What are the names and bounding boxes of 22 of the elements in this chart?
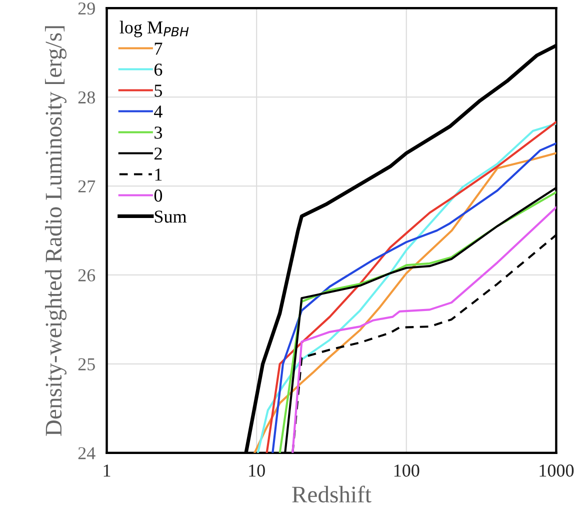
x-tick-label: 1000: [540, 464, 574, 477]
y-tick-label: 29: [78, 2, 95, 15]
y-tick-label: 24: [78, 447, 96, 460]
y-axis-title: Density-weighted Radio Luminosity [erg/s]: [45, 26, 66, 436]
legend-label: 2: [154, 148, 162, 160]
legend-label: 4: [154, 106, 162, 118]
legend-label: 6: [154, 64, 162, 76]
y-tick-label: 25: [78, 358, 95, 370]
x-tick-label: 10: [249, 464, 265, 477]
x-tick-label: 1: [104, 464, 110, 477]
y-tick-label: 27: [78, 180, 96, 192]
x-tick-label: 100: [394, 464, 420, 477]
legend-label: Sum: [154, 210, 187, 223]
x-axis-title: Redshift: [292, 486, 372, 503]
y-tick-label: 26: [78, 269, 96, 282]
legend-label: 5: [154, 84, 162, 97]
legend-label: 1: [155, 168, 162, 181]
legend-title: log M$_{PBH}$: [120, 20, 189, 38]
y-tick-label: 28: [78, 91, 95, 104]
legend-label: 7: [154, 42, 162, 55]
legend-label: 3: [154, 126, 162, 139]
legend-label: 0: [154, 190, 162, 202]
